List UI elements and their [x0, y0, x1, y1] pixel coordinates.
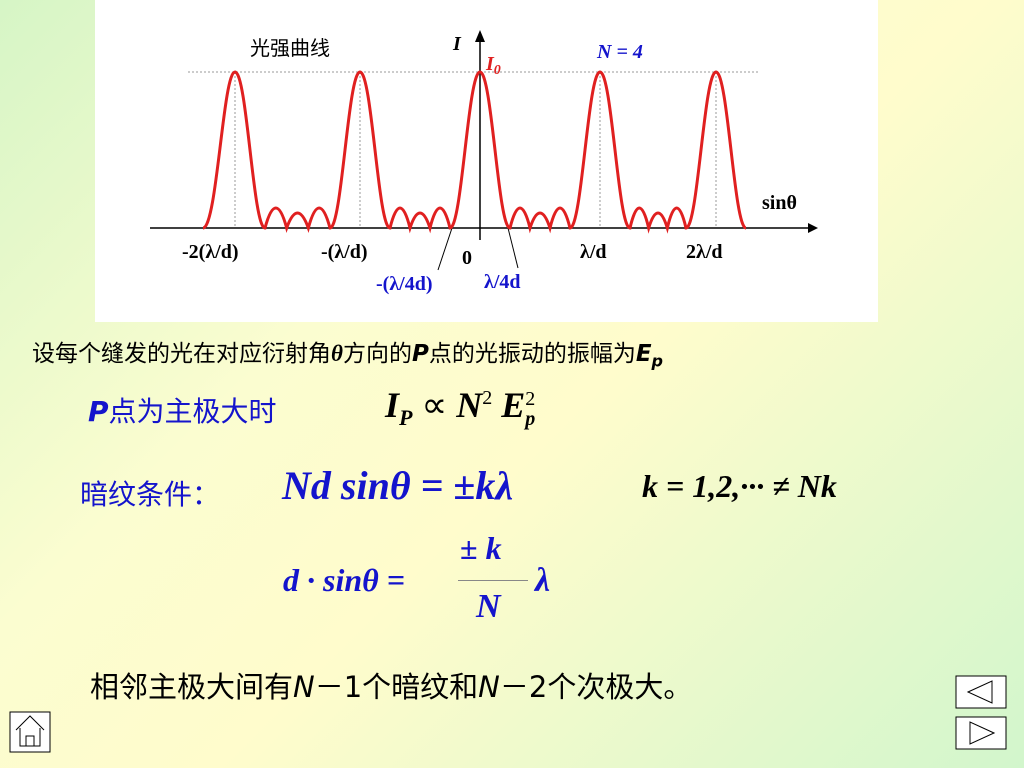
figure-panel — [95, 0, 878, 322]
x-label: 0 — [462, 247, 472, 269]
minor-label: λ/4d — [484, 271, 521, 293]
fraction-denominator: N — [476, 588, 501, 625]
fraction-numerator: ± k — [460, 530, 502, 566]
prev-icon — [966, 680, 993, 704]
peak-label: I0 — [485, 53, 501, 78]
n-label: N = 4 — [596, 41, 643, 63]
x-label: λ/d — [580, 241, 607, 263]
k-values: k = 1,2,··· ≠ Nk — [642, 468, 837, 504]
y-arrow — [475, 30, 485, 42]
minor-label: -(λ/4d) — [376, 273, 432, 295]
fraction-left: d · sinθ = — [283, 562, 405, 598]
next-icon — [969, 721, 996, 745]
fraction-bar — [458, 580, 528, 581]
fraction-right: λ — [535, 562, 551, 599]
x-arrow — [808, 223, 818, 233]
x-label: 2λ/d — [686, 241, 723, 263]
pointer — [507, 227, 519, 269]
pointer — [437, 227, 453, 271]
x-label: -2(λ/d) — [182, 241, 238, 263]
amplitude-note: 设每个缝发的光在对应衍射角θ方向的P点的光振动的振幅为Ep — [32, 341, 663, 371]
summary: 相邻主极大间有N－1个暗纹和N－2个次极大。 — [90, 670, 693, 704]
figure-title: 光强曲线 — [250, 36, 330, 60]
peak-guides — [234, 72, 717, 228]
intensity-curve — [201, 70, 748, 234]
home-icon — [15, 715, 45, 747]
dark-condition-formula: Nd sinθ = ±kλ — [282, 463, 514, 508]
y-axis-label: I — [452, 33, 462, 55]
dark-condition-label: 暗纹条件： — [80, 478, 221, 511]
principal-max-label: P点为主极大时 — [88, 395, 277, 428]
x-axis-label: sinθ — [762, 192, 797, 214]
x-label: -(λ/d) — [321, 241, 367, 263]
nav-buttons[interactable] — [9, 675, 1007, 753]
home-button[interactable] — [9, 711, 51, 753]
